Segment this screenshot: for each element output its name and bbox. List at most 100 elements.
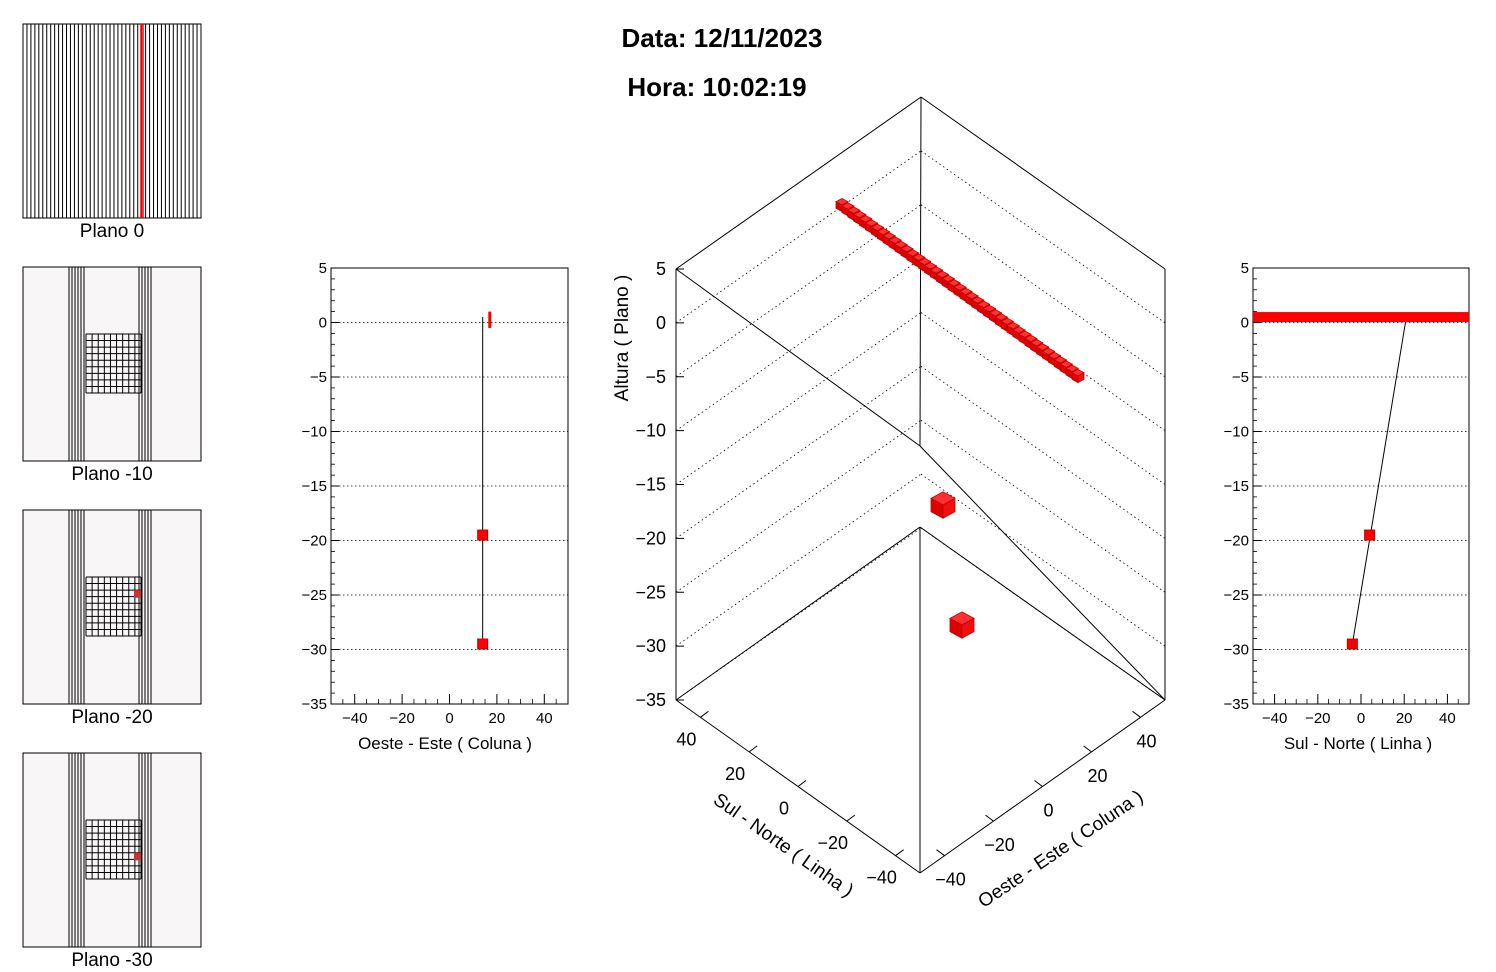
sn-xtick-label: 0 <box>1357 710 1365 727</box>
box-edge <box>919 96 922 447</box>
sn-point-0 <box>1364 529 1376 541</box>
z-tick-label: −25 <box>635 582 666 602</box>
oe-ytick-label: 5 <box>319 260 327 277</box>
date-title: Data: 12/11/2023 <box>622 23 823 53</box>
oe3d-tick-label: 40 <box>1136 731 1156 751</box>
hit-row-cube-40 <box>1071 368 1085 384</box>
z-tick-label: −30 <box>635 636 666 656</box>
sn-hit-band <box>1253 312 1469 323</box>
z-gridline-left <box>675 150 922 324</box>
plane-map-minus-20 <box>22 509 202 705</box>
plane-frame <box>22 266 202 462</box>
oe3d-tick-label: 20 <box>1087 766 1107 786</box>
cube-right <box>942 497 956 519</box>
plane-minus-20-label: Plano -20 <box>71 707 152 728</box>
oe3d-tick <box>1034 780 1043 787</box>
z-tick-label: −35 <box>635 690 666 710</box>
sn-ytick-label: −25 <box>1224 587 1249 604</box>
z-gridline-right <box>920 204 1166 378</box>
plane-frame <box>22 23 202 219</box>
oe-xtick-label: −40 <box>342 710 367 727</box>
z-gridline-right <box>920 473 1166 647</box>
cube-right <box>961 617 975 639</box>
sn3d-tick-label: 40 <box>676 729 696 749</box>
oe-xtick-label: 0 <box>445 710 453 727</box>
oe-xtick-label: 40 <box>536 710 553 727</box>
altura-axis-label: Altura ( Plano ) <box>612 275 633 402</box>
oe-ytick-label: −10 <box>302 424 327 441</box>
z-gridline-left <box>675 527 922 701</box>
sn3d-tick-label: 0 <box>779 799 789 819</box>
sn-ytick-label: −5 <box>1232 369 1249 386</box>
sn-ytick-label: −15 <box>1224 478 1249 495</box>
oe-ytick-label: −5 <box>310 369 327 386</box>
plane-minus-10-label: Plano -10 <box>71 464 152 485</box>
sn-ytick-label: −35 <box>1224 696 1249 713</box>
sn3d-tick <box>748 745 758 753</box>
sn3d-tick-label: 20 <box>725 764 745 784</box>
sn-point-1 <box>1346 638 1358 650</box>
plane-frame <box>22 509 202 705</box>
z-gridline-right <box>920 527 1166 701</box>
oe-ytick-label: 0 <box>319 315 327 332</box>
oe-ytick-label: −25 <box>302 587 327 604</box>
oe-ytick-label: −20 <box>302 533 327 550</box>
hit-cube-0 <box>930 491 956 519</box>
z-tick-label: −5 <box>645 367 666 387</box>
z-gridline-right <box>920 150 1166 324</box>
sn3d-tick-label: −40 <box>866 868 897 888</box>
oe3d-tick <box>1083 745 1092 753</box>
box-edge <box>920 96 1166 270</box>
sn-ytick-label: −10 <box>1224 424 1249 441</box>
plane-minus-30-label: Plano -30 <box>71 950 152 971</box>
sn-xtick-label: 20 <box>1396 710 1413 727</box>
chart-oeste-este: 5 0 −5 −10 −15 −20 −25 −30 −35 −40 −20 0 20 40 <box>302 260 569 727</box>
z-gridline-left <box>675 258 922 431</box>
oeste-este-xlabel: Oeste - Este ( Coluna ) <box>358 734 532 753</box>
plane-frame <box>22 752 202 948</box>
oe-xtick-label: 20 <box>489 710 506 727</box>
box-edge <box>675 526 921 701</box>
sul-norte-xlabel: Sul - Norte ( Linha ) <box>1284 734 1432 753</box>
box-edge <box>919 445 1166 701</box>
hit-strip <box>140 24 144 218</box>
sn-ytick-label: 5 <box>1241 260 1249 277</box>
z-tick-label: −15 <box>635 475 666 495</box>
z-gridline-right <box>920 312 1166 485</box>
sn-xtick-label: −20 <box>1305 710 1330 727</box>
oe3d-tick-label: 0 <box>1043 801 1053 821</box>
sn-ytick-label: −30 <box>1224 642 1249 659</box>
oe-point-0 <box>477 529 489 541</box>
plane-map-minus-30 <box>22 752 202 948</box>
oe3d-tick <box>936 849 945 857</box>
z-gridline-left <box>675 366 922 539</box>
oe-ytick-label: −30 <box>302 642 327 659</box>
hit-pad <box>134 590 141 598</box>
chart-sul-norte: 5 0 −5 −10 −15 −20 −25 −30 −35 −40 −20 0 20 40 <box>1224 260 1470 727</box>
plane-0-label: Plano 0 <box>80 221 144 242</box>
sn-xtick-label: −40 <box>1262 710 1287 727</box>
sn3d-tick-label: −20 <box>818 833 849 853</box>
z-tick-label: −20 <box>635 528 666 548</box>
z-tick-label: −10 <box>635 421 666 441</box>
sn-ytick-label: −20 <box>1224 533 1249 550</box>
time-title: Hora: 10:02:19 <box>627 72 806 102</box>
cube-right <box>1077 372 1085 384</box>
oe-hit-band <box>488 311 492 328</box>
z-tick-label: 0 <box>656 313 666 333</box>
oe3d-tick <box>985 814 994 822</box>
sn3d-tick <box>700 710 709 718</box>
box-edge <box>675 268 921 447</box>
chart-3d-view: 5 0 −5 −10 −15 −20 −25 −30 −35 −40 −20 0 20 40 −40 −20 0… <box>635 96 1166 890</box>
sn-track-line <box>1351 316 1407 645</box>
sn3d-tick <box>846 814 856 822</box>
oe-ytick-label: −15 <box>302 478 327 495</box>
hit-pad <box>134 852 141 861</box>
hit-cube-1 <box>949 611 975 639</box>
z-tick-label: 5 <box>656 259 666 279</box>
z-gridline-left <box>675 473 922 647</box>
oe-point-1 <box>477 638 489 650</box>
oe3d-tick <box>1132 710 1141 718</box>
oe-ytick-label: −35 <box>302 696 327 713</box>
